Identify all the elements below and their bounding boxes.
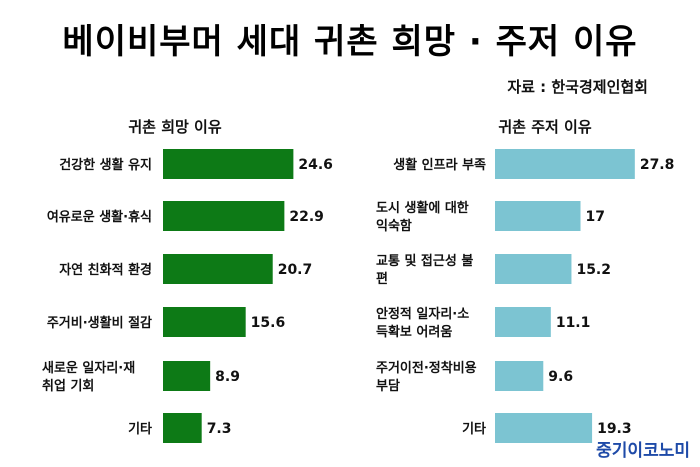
bar-left-5 [163,413,202,443]
category-label-left-4-line-0: 새로운 일자리·재 [42,360,135,376]
category-label-right-5: 기타 [462,421,486,437]
value-label-left-1: 22.9 [289,209,324,225]
category-label-right-4-line-0: 주거이전·정착비용 [376,360,477,376]
bar-right-3 [495,307,551,337]
category-label-left-3: 주거비·생활비 절감 [47,315,152,331]
category-label-left-2: 자연 친화적 환경 [59,262,152,278]
bar-left-0 [163,149,294,179]
bar-left-3 [163,307,246,337]
page-title: 베이비부머 세대 귀촌 희망 · 주저 이유 [62,22,638,62]
chart-title-right: 귀촌 주저 이유 [498,118,591,136]
value-label-right-4: 9.6 [548,369,573,385]
category-label-right-1-line-0: 도시 생활에 대한 [376,200,469,216]
value-label-right-0: 27.8 [640,157,675,173]
category-label-left-5: 기타 [128,421,152,437]
category-label-left-0: 건강한 생활 유지 [59,157,152,173]
bar-right-5 [495,413,593,443]
bar-left-1 [163,201,285,231]
category-label-right-2-line-0: 교통 및 접근성 불 [376,253,473,269]
source-note: 자료 : 한국경제인협회 [507,78,648,96]
bar-right-2 [495,254,572,284]
bar-right-1 [495,201,581,231]
category-label-right-1-line-1: 익숙함 [376,218,412,234]
value-label-left-5: 7.3 [207,421,232,437]
value-label-right-2: 15.2 [576,262,611,278]
category-label-left-1: 여유로운 생활·휴식 [47,209,152,225]
value-label-right-1: 17 [586,209,605,225]
value-label-left-4: 8.9 [215,369,240,385]
bar-left-4 [163,361,211,391]
category-label-right-4-line-1: 부담 [376,379,400,394]
value-label-left-3: 15.6 [251,315,286,331]
value-label-left-0: 24.6 [298,157,333,173]
category-label-left-4-line-1: 취업 기회 [42,378,94,394]
category-label-right-0: 생활 인프라 부족 [393,157,486,173]
value-label-left-2: 20.7 [278,262,313,278]
category-label-right-3-line-0: 안정적 일자리·소 [376,306,469,322]
chart-title-left: 귀촌 희망 이유 [128,118,221,136]
value-label-right-3: 11.1 [556,315,591,331]
bar-right-0 [495,149,635,179]
value-label-right-5: 19.3 [597,421,632,437]
bar-left-2 [163,254,273,284]
brand-logo: 중기이코노미 [596,441,690,461]
bar-right-4 [495,361,544,391]
category-label-right-2-line-1: 편 [376,271,388,287]
category-label-right-3-line-1: 득확보 어려움 [376,324,452,340]
